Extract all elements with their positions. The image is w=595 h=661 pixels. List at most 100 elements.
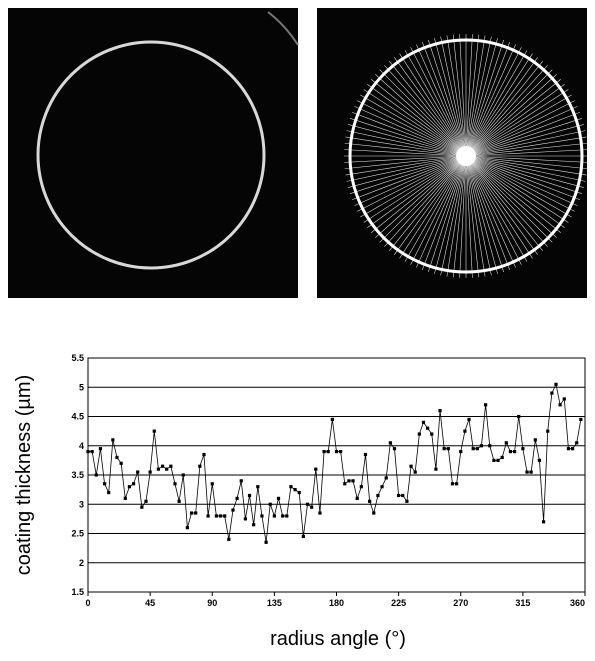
ray	[465, 155, 572, 218]
data-point	[372, 511, 376, 515]
ray	[465, 50, 528, 157]
ray	[394, 57, 467, 157]
data-point	[384, 476, 388, 480]
data-point	[479, 444, 484, 448]
ray	[465, 34, 473, 157]
data-point	[173, 482, 177, 486]
data-point	[554, 382, 558, 386]
ray	[465, 78, 562, 157]
data-point	[442, 447, 446, 451]
ray	[375, 155, 467, 238]
ray	[459, 155, 467, 278]
data-point	[297, 490, 301, 495]
data-point	[140, 505, 144, 509]
data-point	[533, 438, 537, 442]
ray	[465, 155, 581, 201]
data-point	[202, 452, 206, 457]
data-point	[293, 488, 297, 492]
ray	[465, 155, 538, 255]
data-point	[115, 455, 119, 460]
data-point	[285, 514, 289, 518]
ray	[360, 155, 467, 218]
ray	[465, 155, 473, 278]
data-point	[243, 517, 247, 521]
ray	[465, 36, 492, 157]
data-point	[492, 458, 496, 462]
data-point	[210, 482, 214, 486]
ray	[346, 130, 467, 157]
x-tick-label: 315	[515, 598, 530, 608]
data-point	[247, 493, 252, 498]
data-point	[575, 441, 579, 445]
data-point	[380, 485, 384, 489]
data-point	[434, 467, 438, 471]
data-point	[272, 514, 276, 518]
data-point	[206, 514, 210, 518]
data-point	[467, 417, 471, 422]
y-tick-label: 3	[79, 499, 84, 509]
ray	[465, 69, 553, 157]
ray	[465, 35, 486, 157]
ray	[421, 41, 467, 157]
data-point	[318, 511, 322, 515]
ray	[379, 155, 467, 243]
data-point	[322, 450, 326, 454]
data-point	[438, 409, 442, 413]
ray	[465, 65, 548, 157]
ray	[465, 94, 572, 157]
ray	[394, 155, 467, 255]
y-axis-label: coating thickness (µm)	[13, 375, 35, 575]
data-point	[430, 432, 434, 436]
ray	[465, 130, 586, 157]
ray	[465, 74, 557, 157]
y-tick-label: 5	[79, 382, 84, 392]
ray	[428, 39, 467, 157]
ray	[465, 155, 511, 271]
data-point	[566, 447, 571, 451]
data-point	[517, 414, 521, 419]
x-tick-label: 225	[391, 598, 406, 608]
ray	[465, 155, 588, 170]
ray	[345, 155, 467, 176]
data-point	[127, 485, 132, 489]
data-point	[541, 520, 546, 524]
data-point	[446, 447, 450, 451]
ray	[367, 84, 467, 157]
data-point	[368, 499, 372, 503]
data-point	[102, 482, 107, 486]
data-point	[256, 485, 260, 489]
ray	[465, 111, 581, 157]
ray	[465, 84, 565, 157]
ray	[465, 155, 498, 274]
ray	[440, 36, 467, 157]
ray	[348, 124, 467, 157]
ray	[465, 155, 557, 238]
data-point	[223, 514, 227, 518]
ray	[465, 89, 569, 157]
ray	[446, 155, 467, 277]
data-point	[314, 467, 318, 471]
ray	[465, 100, 575, 157]
data-point	[413, 470, 417, 474]
data-point	[488, 444, 492, 448]
ray	[410, 155, 467, 265]
data-point	[227, 537, 231, 541]
data-point	[156, 467, 161, 471]
ray	[465, 155, 492, 276]
fiber-edge	[267, 11, 299, 46]
ray	[404, 50, 467, 157]
data-point	[239, 479, 243, 483]
data-point	[417, 432, 421, 436]
data-point	[131, 482, 136, 486]
data-point	[546, 429, 550, 433]
data-point	[252, 523, 256, 527]
ray	[357, 155, 467, 212]
data-point	[426, 426, 430, 430]
ray	[465, 155, 586, 182]
data-point	[579, 417, 583, 422]
ray	[465, 106, 578, 157]
ray	[349, 118, 467, 157]
ray	[404, 155, 467, 262]
data-point	[376, 493, 380, 498]
y-tick-label: 2.5	[71, 529, 84, 539]
